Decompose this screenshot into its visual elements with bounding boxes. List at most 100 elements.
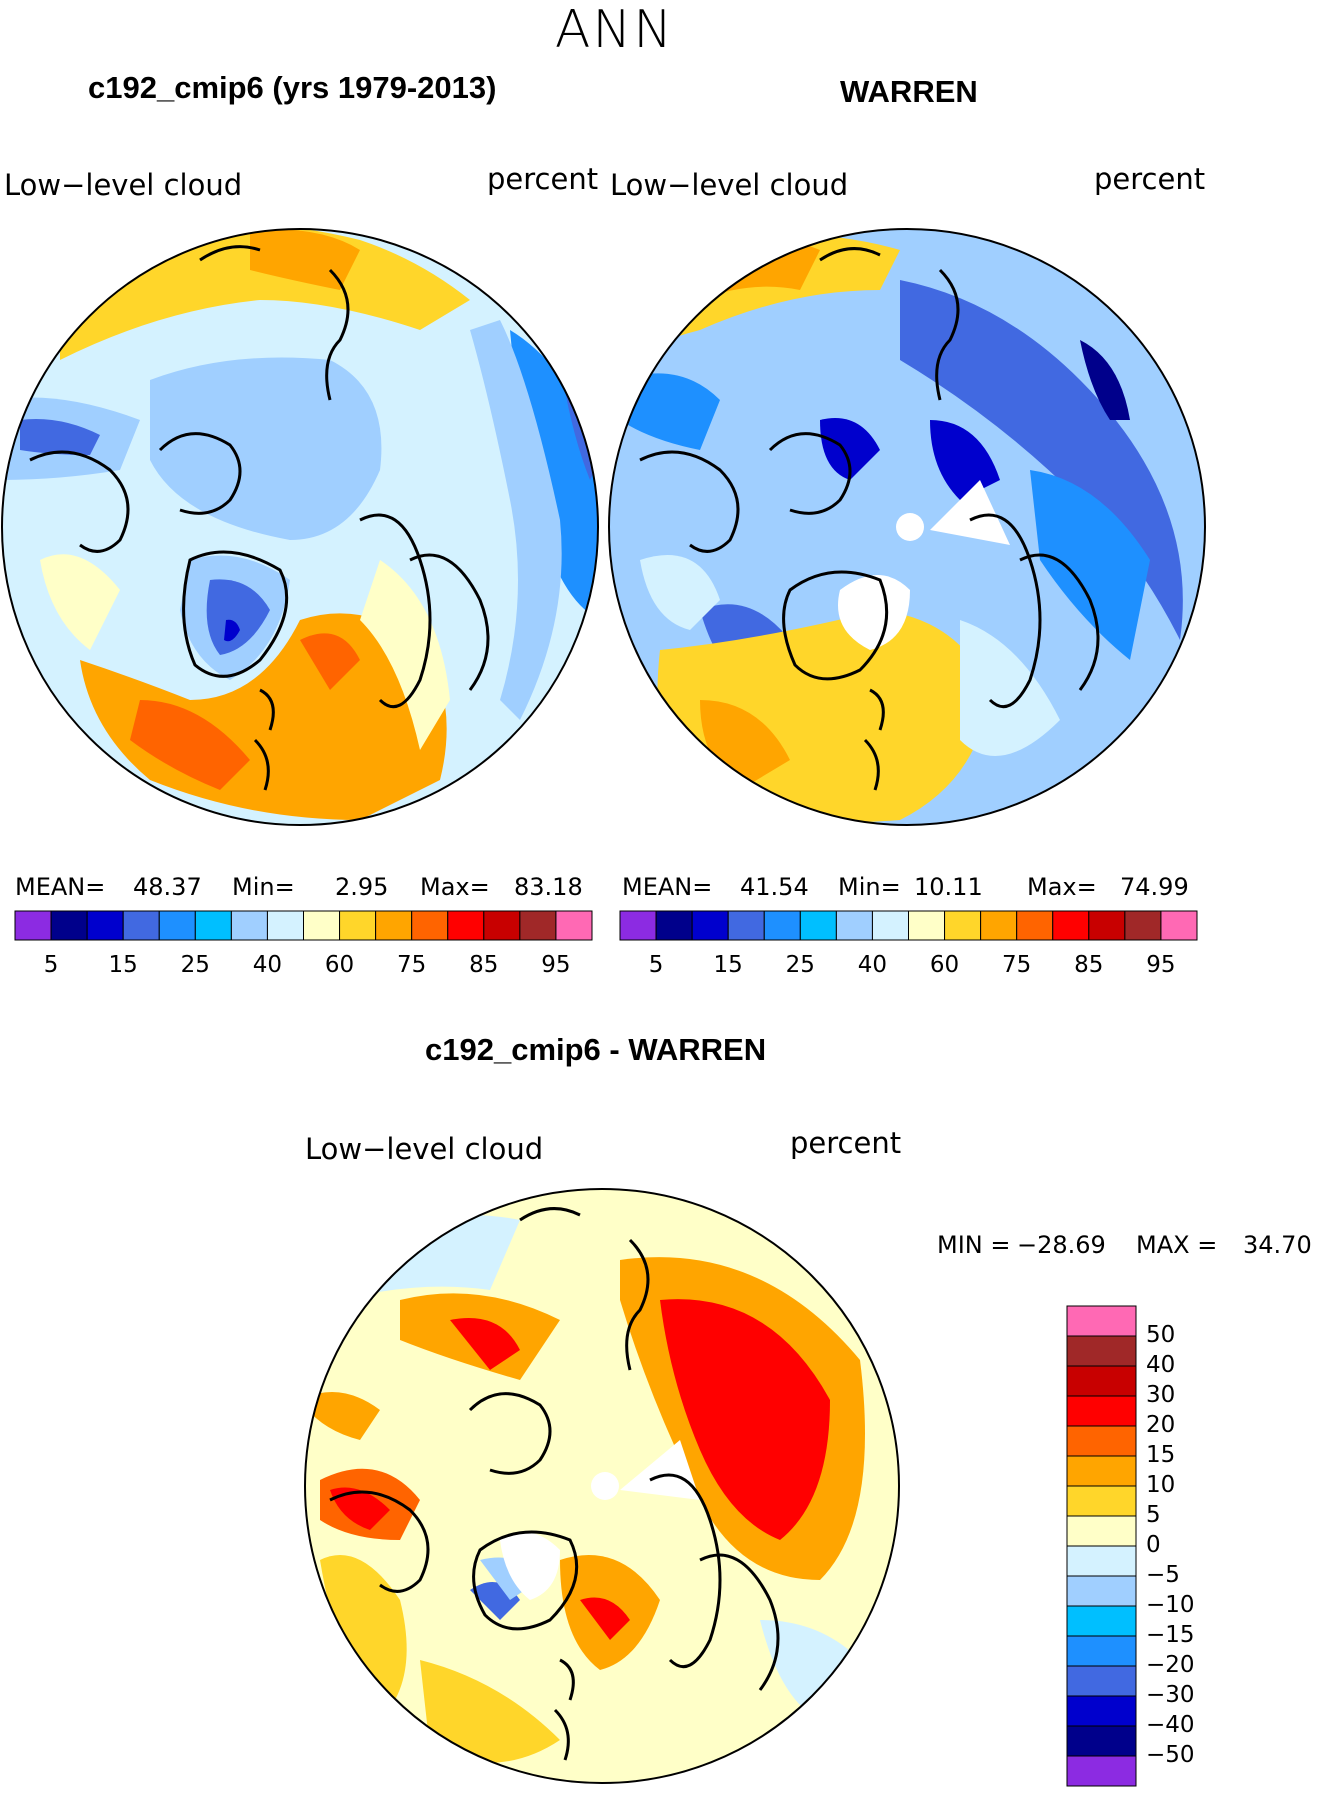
- legend3-tick-label: 0: [1146, 1532, 1161, 1558]
- legend3-swatch-12: [1066, 1665, 1137, 1697]
- legend1-tick-label: 85: [469, 952, 499, 978]
- legend3-tick-label: −15: [1146, 1622, 1195, 1648]
- panel3-fill-west-orange: [305, 1392, 380, 1440]
- panel1-mean-value: 48.37: [133, 873, 202, 901]
- legend3-tick-label: −30: [1146, 1682, 1195, 1708]
- legend1-tick-label: 75: [397, 952, 427, 978]
- panel3-fill-missing-wedge: [620, 1440, 700, 1500]
- panel2-fill-missing-greenland: [838, 575, 910, 650]
- legend3-tick-label: 30: [1146, 1382, 1176, 1408]
- legend2-swatch-8: [908, 910, 946, 941]
- panel3-fill-south-yellow: [420, 1660, 560, 1763]
- panel2-max-label: Max=: [1027, 873, 1097, 901]
- legend3-swatch-6: [1066, 1485, 1137, 1517]
- legend2-swatch-13: [1088, 910, 1126, 941]
- panel2-min-value: 10.11: [914, 873, 983, 901]
- panel2-fill-siberia-navy: [930, 420, 1000, 500]
- legend2-swatch-9: [944, 910, 982, 941]
- legend2-tick-label: 60: [929, 952, 960, 978]
- panel2-fill-east-blue: [1030, 470, 1150, 660]
- legend3-tick-label: −50: [1146, 1742, 1195, 1768]
- legend3-tick-label: −5: [1146, 1562, 1180, 1588]
- panel2-fill-canada-pale: [640, 555, 720, 630]
- panel1-min-value: 2.95: [335, 873, 389, 901]
- panel2-fill-canada-navy: [820, 418, 880, 480]
- legend2-colorbar: [619, 910, 1198, 941]
- legend3-tick-label: −20: [1146, 1652, 1195, 1678]
- legend2-swatch-3: [727, 910, 765, 941]
- legend1-swatch-8: [303, 910, 341, 941]
- panel2-title: WARREN: [840, 74, 978, 109]
- panel3-fill-atlantic-yellow: [320, 1555, 407, 1720]
- legend2-swatch-10: [980, 910, 1018, 941]
- panel2-mean-label: MEAN=: [622, 873, 713, 901]
- legend1-swatch-15: [555, 910, 593, 941]
- legend2-swatch-7: [871, 910, 909, 941]
- panel3-fill-missing-greenland: [500, 1532, 560, 1600]
- panel3-fill-east-red: [660, 1299, 830, 1540]
- panel2-mean-value: 41.54: [740, 873, 809, 901]
- legend1-colorbar: [14, 910, 593, 941]
- legend3-tick-label: 20: [1146, 1412, 1176, 1438]
- legend3-swatch-11: [1066, 1635, 1137, 1667]
- legend3-tick-label: 10: [1146, 1472, 1176, 1498]
- legend3-tick-label: 15: [1146, 1442, 1176, 1468]
- panel3-map: [305, 1189, 899, 1783]
- panel3-units-label: percent: [790, 1126, 902, 1160]
- legend2-swatch-1: [655, 910, 693, 941]
- panel3-variable-label: Low−level cloud: [305, 1132, 544, 1166]
- panel1-fill-east-pale: [470, 320, 562, 720]
- panel1-fill-greenland-core: [206, 579, 270, 655]
- legend3-tick-label: −10: [1146, 1592, 1195, 1618]
- panel3-boundary: [304, 1188, 900, 1784]
- panel2-fill-scandinavia-pale: [960, 620, 1060, 756]
- legend1-tick-label: 40: [252, 952, 283, 978]
- legend3-swatch-7: [1066, 1515, 1137, 1547]
- legend1-swatch-10: [375, 910, 413, 941]
- legend3-swatch-4: [1066, 1425, 1137, 1457]
- panel3-fill-barents-red: [580, 1597, 630, 1640]
- legend3-swatch-2: [1066, 1365, 1137, 1397]
- legend2-tick-label: 5: [648, 952, 664, 978]
- legend2-tick-label: 95: [1146, 952, 1176, 978]
- legend1-swatch-5: [194, 910, 232, 941]
- legend1-swatch-4: [158, 910, 196, 941]
- panel1-fill-atlantic-darkorange: [130, 700, 250, 790]
- legend1-swatch-12: [447, 910, 485, 941]
- panel1-mean-label: MEAN=: [15, 873, 106, 901]
- panel2-fill-missing-pole: [896, 513, 924, 541]
- legend1-swatch-0: [14, 910, 52, 941]
- legend1-tick-label: 60: [324, 952, 355, 978]
- panel1-max-label: Max=: [420, 873, 490, 901]
- legend2-tick-label: 25: [785, 952, 815, 978]
- panel1-fill-greenland-min: [224, 619, 240, 642]
- panel2-fill-east-deepblue: [900, 280, 1183, 640]
- legend1-swatch-2: [86, 910, 124, 941]
- legend1-tick-label: 15: [108, 952, 138, 978]
- legend1-swatch-9: [339, 910, 377, 941]
- legend3-colorbar: [1066, 1305, 1137, 1787]
- panel1-fill-arctic-ocean: [150, 357, 382, 540]
- legend3-swatch-14: [1066, 1725, 1137, 1757]
- legend3-swatch-13: [1066, 1695, 1137, 1727]
- legend3-tick-label: 50: [1146, 1322, 1176, 1348]
- panel2-map: [609, 229, 1205, 825]
- legend2-swatch-6: [835, 910, 873, 941]
- panel2-fill-missing-wedge: [930, 480, 1010, 545]
- panel1-boundary: [1, 228, 599, 826]
- panel2-variable-label: Low−level cloud: [610, 168, 849, 202]
- legend3-swatch-0: [1066, 1305, 1137, 1337]
- legend3-swatch-5: [1066, 1455, 1137, 1487]
- panel3-fill-west-red: [330, 1487, 390, 1530]
- legend2-swatch-2: [691, 910, 729, 941]
- legend1-swatch-13: [483, 910, 521, 941]
- legend3-swatch-15: [1066, 1755, 1137, 1787]
- panel2-coastlines: [639, 247, 1100, 791]
- panel2-max-value: 74.99: [1120, 873, 1189, 901]
- legend1-tick-label: 25: [180, 952, 210, 978]
- legend1-swatch-1: [50, 910, 88, 941]
- legend1-swatch-6: [230, 910, 268, 941]
- panel2-fill-east-min: [1080, 340, 1130, 420]
- panel2-units-label: percent: [1094, 162, 1206, 196]
- season-title: ANN: [554, 0, 675, 60]
